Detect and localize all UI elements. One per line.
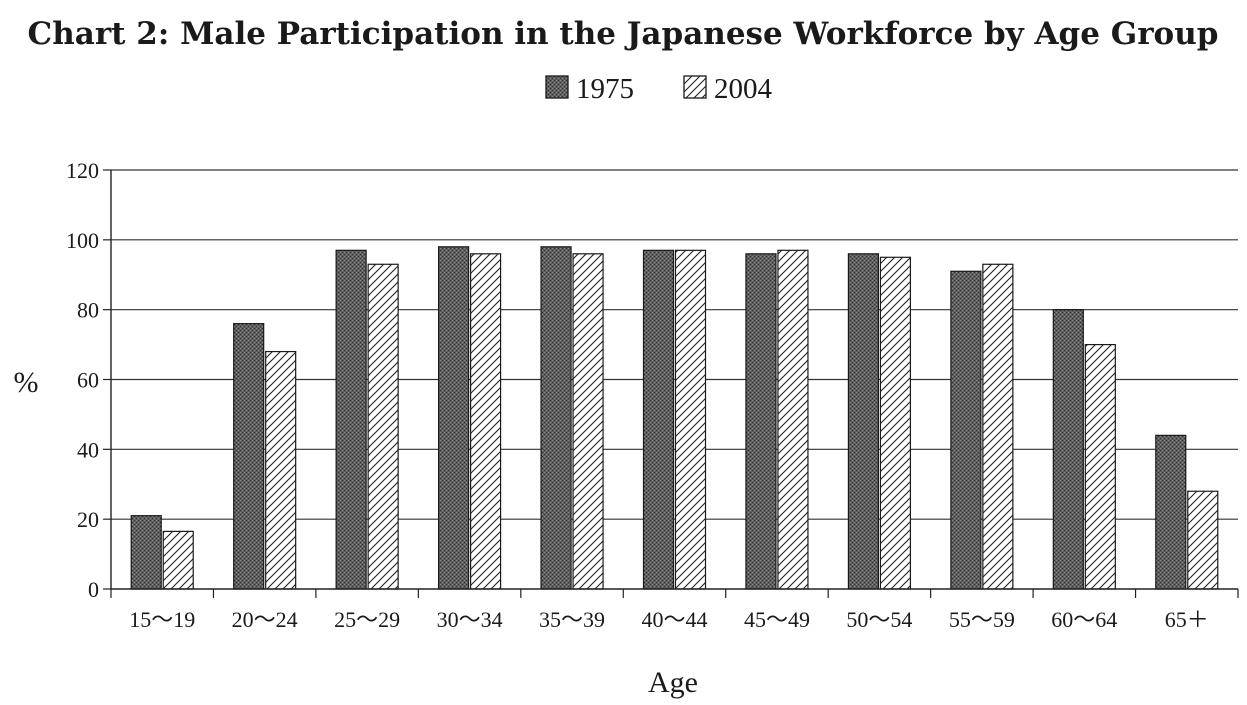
y-tick-label: 80 bbox=[77, 298, 99, 323]
x-tick-label: 55～59 bbox=[949, 607, 1015, 632]
x-tick-label: 25～29 bbox=[334, 607, 400, 632]
x-tick-label: 40～44 bbox=[641, 607, 707, 632]
y-tick-label: 60 bbox=[77, 368, 99, 393]
bars bbox=[130, 246, 1219, 590]
x-tick-label: 30～34 bbox=[437, 607, 503, 632]
bar-1975-10 bbox=[1155, 434, 1187, 590]
legend-label-1975: 1975 bbox=[576, 73, 634, 105]
bar-2004-0 bbox=[162, 530, 194, 590]
bar-1975-2 bbox=[335, 249, 367, 590]
x-tick-label: 20～24 bbox=[232, 607, 298, 632]
legend: 1975 2004 bbox=[545, 73, 773, 105]
legend-label-2004: 2004 bbox=[714, 73, 773, 105]
bar-2004-3 bbox=[469, 253, 502, 590]
y-tick-label: 40 bbox=[77, 437, 99, 462]
y-tick-label: 100 bbox=[66, 228, 99, 253]
chart-title: Chart 2: Male Participation in the Japan… bbox=[28, 16, 1219, 52]
x-tick-label: 35～39 bbox=[539, 607, 605, 632]
gridlines bbox=[111, 169, 1238, 520]
x-tick-label: 15～19 bbox=[129, 607, 195, 632]
x-axis-ticks: 15～19 20～24 25～29 30～34 35～39 40～44 45～49 50～54… bbox=[110, 589, 1239, 632]
bar-1975-4 bbox=[540, 246, 572, 590]
bar-2004-1 bbox=[265, 350, 297, 590]
y-axis-ticks: 0 20 40 60 80 100 120 bbox=[66, 158, 111, 602]
bar-1975-0 bbox=[130, 515, 162, 590]
bar-1975-3 bbox=[437, 246, 470, 590]
bar-1975-6 bbox=[745, 253, 777, 590]
bar-2004-9 bbox=[1084, 343, 1116, 590]
y-axis-label: % bbox=[14, 366, 39, 399]
y-tick-label: 0 bbox=[88, 577, 99, 602]
bar-2004-6 bbox=[777, 249, 809, 590]
bar-1975-1 bbox=[233, 323, 265, 590]
x-tick-label: 45～49 bbox=[744, 607, 810, 632]
bar-2004-2 bbox=[367, 263, 399, 590]
x-tick-label: 65＋ bbox=[1165, 607, 1209, 632]
bar-2004-5 bbox=[674, 249, 707, 590]
legend-swatch-2004 bbox=[683, 75, 707, 99]
bar-1975-9 bbox=[1052, 309, 1084, 590]
bar-2004-4 bbox=[572, 253, 604, 590]
bar-2004-10 bbox=[1187, 490, 1219, 590]
legend-swatch-1975 bbox=[545, 75, 569, 99]
bar-1975-7 bbox=[847, 253, 880, 590]
y-tick-label: 20 bbox=[77, 507, 99, 532]
bar-2004-8 bbox=[982, 263, 1014, 590]
x-axis-label: Age bbox=[648, 666, 698, 699]
bar-2004-7 bbox=[879, 256, 912, 590]
bar-1975-5 bbox=[642, 249, 675, 590]
bar-1975-8 bbox=[950, 270, 982, 590]
axes bbox=[110, 170, 1238, 590]
x-tick-label: 50～54 bbox=[846, 607, 912, 632]
y-tick-label: 120 bbox=[66, 158, 99, 183]
x-tick-label: 60～64 bbox=[1051, 607, 1117, 632]
